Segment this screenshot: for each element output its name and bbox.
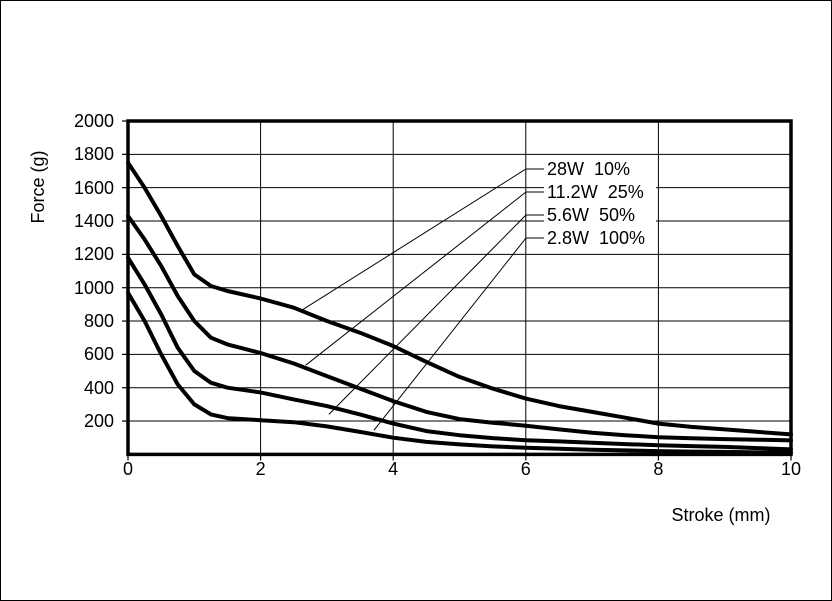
legend-label: 5.6W 50% <box>547 205 636 225</box>
y-tick-label: 2000 <box>73 111 114 131</box>
x-tick-label: 2 <box>255 459 266 479</box>
legend-label: 2.8W 100% <box>547 228 646 248</box>
y-tick-label: 200 <box>83 411 114 432</box>
y-tick-label: 1800 <box>73 144 114 165</box>
y-axis-title: Force (g) <box>28 150 48 224</box>
legend-label: 11.2W 25% <box>547 182 644 202</box>
y-tick-label: 1000 <box>73 277 114 298</box>
y-tick-label: 600 <box>83 344 114 365</box>
legend-callout-line <box>328 214 544 415</box>
y-tick-label: 1200 <box>73 244 114 265</box>
x-tick-label: 8 <box>653 459 664 479</box>
y-tick-label: 400 <box>83 377 114 398</box>
x-tick-label: 6 <box>520 459 531 479</box>
x-tick-label: 4 <box>388 459 399 479</box>
x-axis-title: Stroke (mm) <box>671 505 771 525</box>
legend-callout-line <box>373 237 544 431</box>
legend-callout-line <box>302 168 544 310</box>
series-line-2 <box>126 214 793 443</box>
legend-callout-line <box>305 191 544 366</box>
series-line-1 <box>126 160 793 437</box>
series-line-4 <box>126 290 793 455</box>
y-tick-label: 800 <box>83 311 114 332</box>
series-line-3 <box>126 255 793 452</box>
x-tick-label: 10 <box>780 459 802 479</box>
x-tick-label: 0 <box>122 459 133 479</box>
legend-background <box>544 158 656 248</box>
y-tick-label: 1600 <box>73 177 114 198</box>
y-tick-label: 1400 <box>73 211 114 232</box>
legend-label: 28W 10% <box>547 159 631 179</box>
